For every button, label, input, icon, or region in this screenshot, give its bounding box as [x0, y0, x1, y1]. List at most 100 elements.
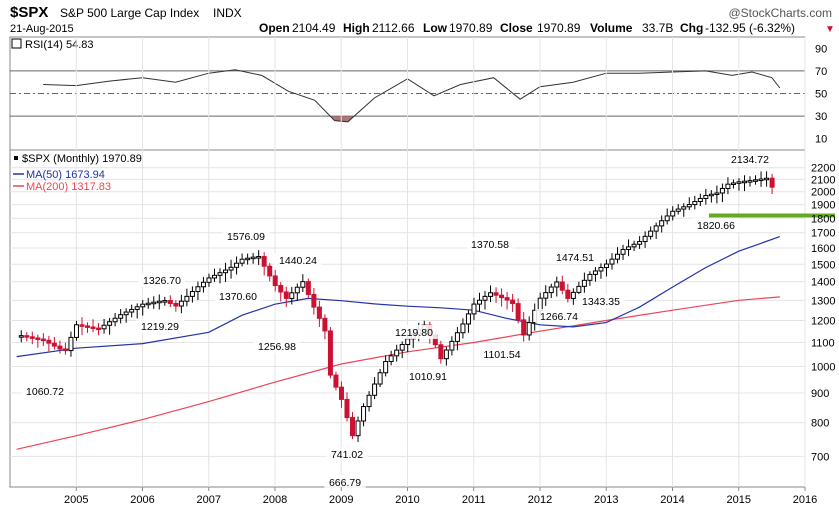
exchange-label: INDX — [213, 6, 242, 20]
rsi-panel: 10 30 50 70 90 RSI(14) 54.83 — [9, 36, 827, 151]
x-axis-ticks: 2005 2006 2007 2008 2009 2010 2011 2012 2013 2014… — [64, 487, 817, 506]
price-tick-label: 2000 — [811, 187, 835, 199]
candle-body — [73, 324, 79, 338]
rsi-tick-label: 30 — [815, 111, 827, 123]
x-tick-label: 2005 — [64, 494, 88, 506]
x-tick-label: 2011 — [462, 494, 486, 506]
candle-body — [405, 338, 411, 345]
candle-body — [460, 323, 466, 334]
candle-body — [206, 277, 212, 283]
candle-body — [725, 183, 731, 189]
ma50-legend: MA(50) 1673.94 — [26, 169, 105, 181]
open-value: 2104.49 — [292, 21, 336, 35]
candle-body — [184, 295, 190, 302]
candle-body — [394, 349, 400, 357]
candle-body — [134, 306, 140, 310]
candle-body — [493, 292, 499, 296]
candle-body — [305, 281, 311, 295]
candle-body — [581, 279, 587, 287]
x-tick-label: 2015 — [727, 494, 751, 506]
candle-body — [521, 319, 527, 336]
candle-body — [587, 273, 593, 281]
candle-body — [178, 300, 184, 307]
price-annotation: 1576.09 — [227, 231, 265, 243]
rsi-y-ticks: 10 30 50 70 90 — [815, 43, 827, 145]
ma50-line — [16, 236, 781, 358]
candle-body — [554, 281, 560, 288]
annotation-bg — [253, 339, 301, 353]
candle-body — [350, 417, 356, 437]
candle-body — [537, 297, 543, 311]
price-panel: 700 800 900 1000 1100 1200 1300 1400 1500 1600 170… — [9, 37, 835, 506]
candle-body — [570, 291, 576, 299]
candle-body — [366, 394, 372, 408]
candle-body — [107, 321, 113, 326]
price-annotation: 741.02 — [331, 449, 363, 461]
candle-body — [438, 344, 444, 360]
annotation-bg — [138, 273, 186, 287]
candle-body — [504, 297, 510, 301]
high-value: 2112.66 — [372, 21, 415, 35]
candle-body — [140, 303, 146, 308]
price-annotation: 2134.72 — [731, 154, 769, 166]
price-tick-label: 1900 — [811, 200, 835, 212]
candle-body — [753, 179, 759, 182]
candle-body — [631, 243, 637, 248]
annotation-bg — [466, 237, 514, 251]
candle-body — [167, 300, 173, 304]
candle-body — [642, 235, 648, 243]
candle-body — [145, 302, 151, 306]
candle-body — [85, 325, 91, 328]
x-tick-label: 2014 — [660, 494, 684, 506]
annotation-bg — [214, 289, 262, 303]
candle-body — [383, 360, 389, 374]
high-label: High — [343, 21, 370, 35]
price-tick-label: 1600 — [811, 243, 835, 255]
price-tick-label: 2100 — [811, 174, 835, 186]
candle-body — [758, 178, 764, 182]
candle-body — [129, 308, 135, 313]
x-tick-label: 2006 — [130, 494, 154, 506]
candle-body — [565, 289, 571, 299]
symbol-title: $SPX — [10, 4, 48, 21]
price-tick-label: 900 — [811, 388, 829, 400]
price-annotation: 1219.80 — [395, 327, 433, 339]
candle-body — [101, 324, 107, 330]
candle-body — [670, 210, 676, 217]
price-tick-label: 1400 — [811, 277, 835, 289]
candle-body — [620, 248, 626, 255]
candle-body — [443, 349, 449, 360]
annotation-bg — [577, 294, 625, 308]
candle-body — [741, 180, 747, 184]
candle-body — [96, 327, 102, 331]
spx-legend: $SPX (Monthly) 1970.89 — [22, 153, 142, 165]
price-legend: $SPX (Monthly) 1970.89 MA(50) 1673.94 MA… — [13, 153, 142, 193]
price-annotation: 1820.66 — [697, 220, 735, 232]
candle-body — [626, 246, 632, 250]
candle-body — [736, 181, 742, 184]
close-value: 1970.89 — [537, 21, 581, 35]
chart-date: 21-Aug-2015 — [10, 23, 74, 35]
price-annotation: 1343.35 — [582, 296, 620, 308]
price-annotation: 1474.51 — [556, 252, 594, 264]
candle-body — [267, 265, 273, 277]
annotation-bg — [535, 309, 583, 323]
candle-body — [664, 215, 670, 222]
close-label: Close — [500, 21, 533, 35]
candle-body — [730, 182, 736, 185]
candle-body — [261, 256, 267, 267]
candle-body — [151, 301, 157, 305]
candle-body — [703, 194, 709, 199]
candle-body — [239, 258, 245, 264]
annotation-bg — [390, 325, 438, 339]
candle-body — [576, 285, 582, 293]
candle-body — [156, 300, 162, 304]
candle-body — [289, 292, 295, 299]
candle-body — [559, 281, 565, 291]
candle-body — [344, 398, 350, 419]
price-annotation: 1326.70 — [143, 275, 181, 287]
annotation-bg — [324, 475, 366, 489]
x-tick-label: 2008 — [263, 494, 287, 506]
price-tick-label: 1100 — [811, 337, 835, 349]
